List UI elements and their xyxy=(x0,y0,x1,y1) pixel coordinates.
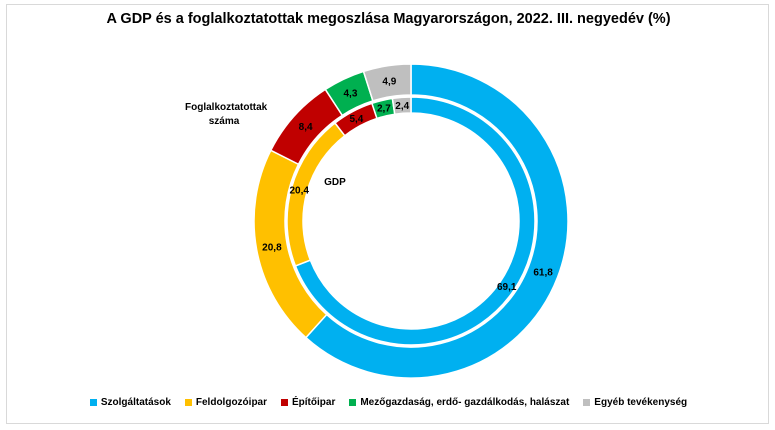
legend-item-egyeb: Egyéb tevékenység xyxy=(583,397,687,408)
donut-chart: 61,8 20,8 8,4 4,3 4,9 69,1 20,4 5,4 2,7 2,4 xyxy=(253,63,569,379)
chart-title: A GDP és a foglalkoztatottak megoszlása … xyxy=(106,11,671,27)
outer-slice-szolgaltatasok xyxy=(304,63,569,379)
legend-swatch xyxy=(583,399,591,406)
legend-swatch xyxy=(184,399,192,406)
legend-swatch xyxy=(349,399,357,406)
outer-label-szolgaltatasok: 61,8 xyxy=(533,267,553,278)
legend-item-szolgaltatasok: Szolgáltatások xyxy=(89,397,171,408)
outer-label-mezogazdasag: 4,3 xyxy=(344,89,358,100)
inner-label-feldolgozoipar: 20,4 xyxy=(289,186,309,197)
legend-swatch xyxy=(89,399,97,406)
legend: Szolgáltatások Feldolgozóipar Építőipar … xyxy=(7,397,770,408)
data-labels: 61,8 20,8 8,4 4,3 4,9 69,1 20,4 5,4 2,7 2,4 xyxy=(262,77,553,293)
chart-frame: A GDP és a foglalkoztatottak megoszlása … xyxy=(6,4,769,424)
legend-item-mezogazdasag: Mezőgazdaság, erdő- gazdálkodás, halásza… xyxy=(349,397,569,408)
outer-ring-name: Foglalkoztatottak száma xyxy=(185,102,268,127)
inner-label-szolgaltatasok: 69,1 xyxy=(497,282,517,293)
legend-label: Építőipar xyxy=(292,397,336,408)
legend-label: Szolgáltatások xyxy=(100,397,171,408)
inner-label-mezogazdasag: 2,7 xyxy=(377,104,391,115)
outer-label-egyeb: 4,9 xyxy=(382,77,396,88)
legend-label: Mezőgazdaság, erdő- gazdálkodás, halásza… xyxy=(360,397,570,408)
inner-ring xyxy=(286,96,536,346)
legend-item-epitoipar: Építőipar xyxy=(281,397,335,408)
legend-item-feldolgozoipar: Feldolgozóipar xyxy=(184,397,267,408)
outer-slice-egyeb xyxy=(362,63,412,102)
outer-label-epitoipar: 8,4 xyxy=(299,122,313,133)
outer-label-feldolgozoipar: 20,8 xyxy=(262,243,282,254)
inner-label-epitoipar: 5,4 xyxy=(349,114,363,125)
outer-ring xyxy=(253,63,569,379)
inner-slice-egyeb xyxy=(391,96,412,116)
legend-swatch xyxy=(281,399,288,406)
inner-ring-name: GDP xyxy=(324,177,346,188)
legend-label: Egyéb tevékenység xyxy=(594,397,688,408)
legend-label: Feldolgozóipar xyxy=(195,397,267,408)
inner-label-egyeb: 2,4 xyxy=(395,101,409,112)
